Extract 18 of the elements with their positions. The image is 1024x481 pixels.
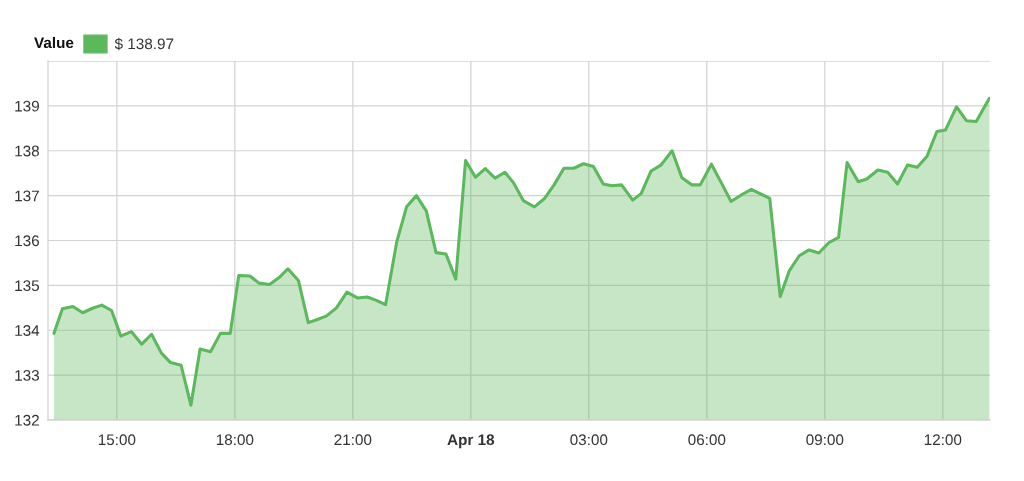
y-tick-label: 132: [15, 414, 39, 426]
x-tick-label: Apr 18: [447, 434, 495, 449]
x-tick-label: 21:00: [334, 434, 372, 446]
x-tick-label: 03:00: [570, 434, 608, 446]
y-tick-label: 137: [15, 190, 39, 202]
legend-title: Value: [34, 36, 74, 49]
x-tick-label: 06:00: [688, 434, 726, 446]
x-tick-label: 15:00: [98, 434, 136, 446]
x-tick-label: 09:00: [806, 434, 844, 446]
y-tick-label: 133: [15, 369, 39, 381]
y-tick-label: 136: [15, 235, 39, 247]
y-tick-label: 134: [15, 325, 40, 336]
x-tick-label: 12:00: [924, 434, 962, 446]
legend-label: $ 138.97: [114, 37, 174, 51]
y-tick-label: 138: [15, 145, 39, 157]
x-tick-label: 18:00: [216, 434, 254, 446]
y-tick-label: 135: [15, 280, 40, 292]
y-tick-label: 139: [15, 100, 39, 112]
